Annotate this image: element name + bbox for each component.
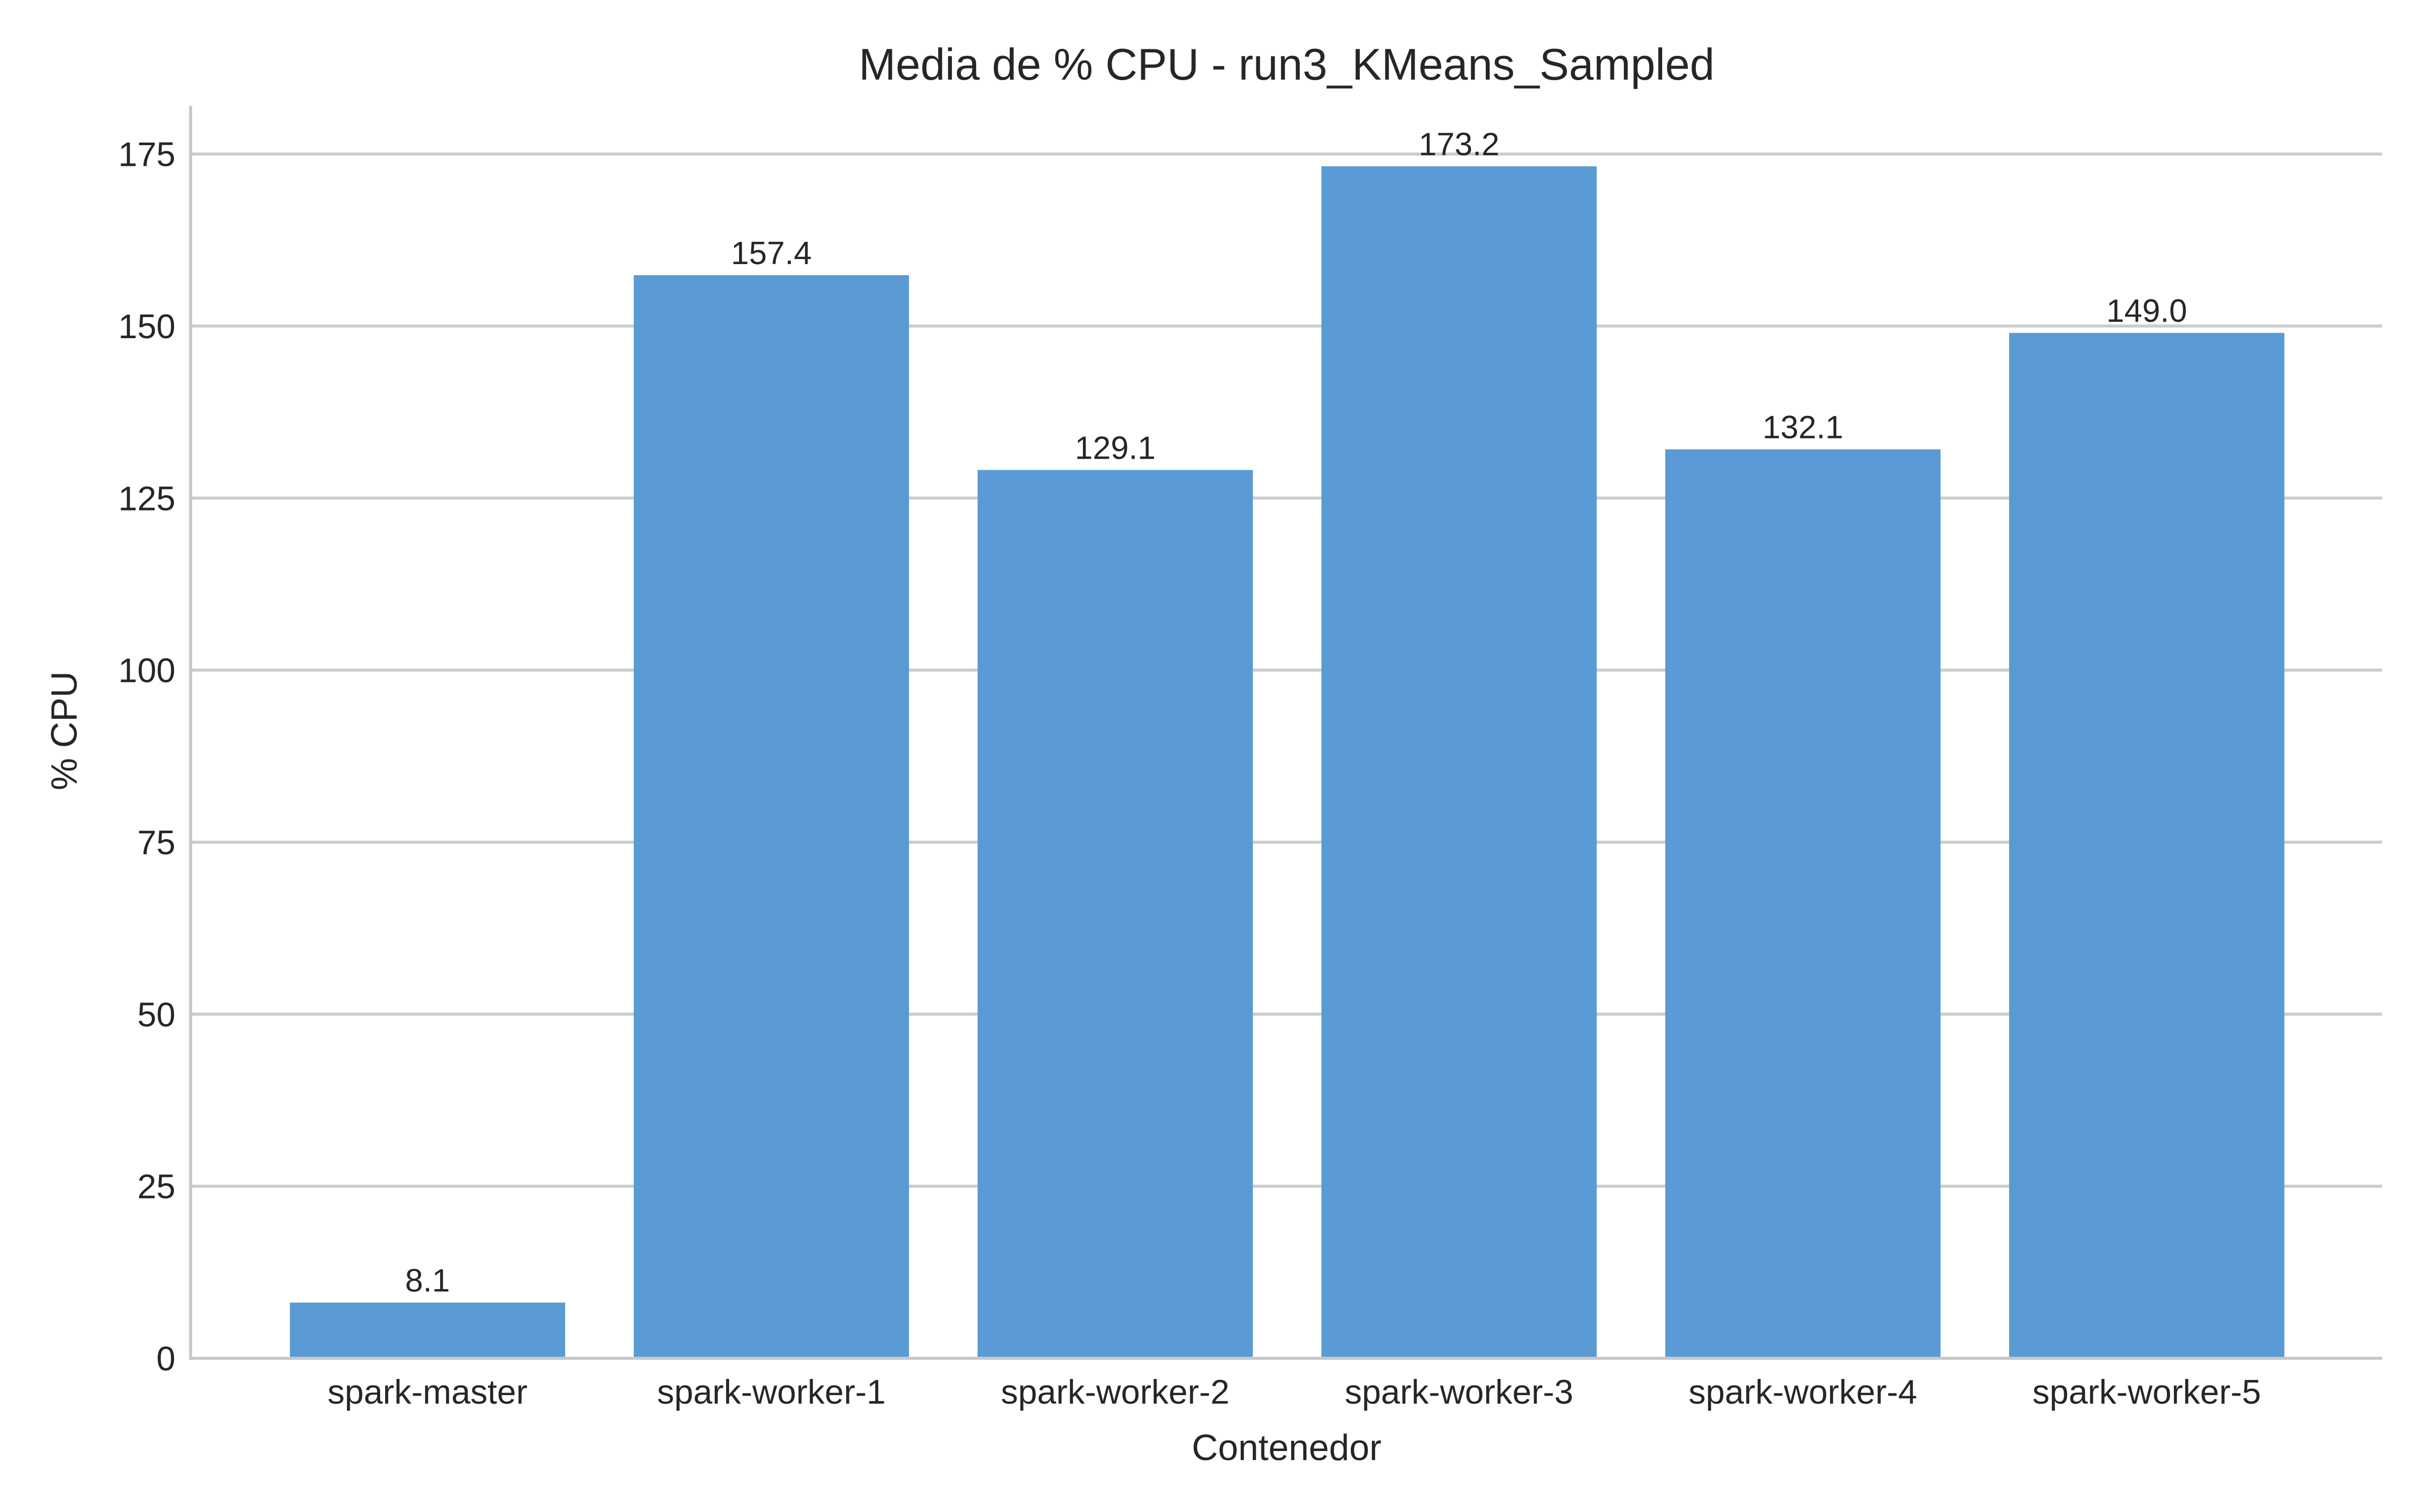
gridlines xyxy=(191,152,2382,1188)
bars xyxy=(290,166,2284,1359)
chart-title: Media de % CPU - run3_KMeans_Sampled xyxy=(859,39,1714,89)
x-tick-label: spark-worker-3 xyxy=(1345,1373,1573,1411)
y-tick-labels: 0 25 50 75 100 125 150 175 xyxy=(118,136,175,1378)
x-axis-label: Contenedor xyxy=(1192,1428,1381,1468)
y-tick-label: 25 xyxy=(137,1168,175,1206)
bar-spark-worker-3 xyxy=(1321,166,1597,1359)
y-tick-label: 100 xyxy=(118,652,175,690)
bar-spark-worker-2 xyxy=(978,470,1253,1358)
bar-spark-worker-1 xyxy=(634,275,909,1358)
data-label: 157.4 xyxy=(731,235,812,271)
data-label: 149.0 xyxy=(2106,293,2187,329)
bar-spark-worker-5 xyxy=(2009,333,2284,1358)
axis-spines xyxy=(189,106,2382,1360)
x-tick-labels: spark-master spark-worker-1 spark-worker-2… xyxy=(328,1373,2261,1411)
bar-spark-worker-4 xyxy=(1665,449,1941,1358)
y-tick-label: 75 xyxy=(137,824,175,862)
data-label: 132.1 xyxy=(1763,409,1843,445)
y-tick-label: 50 xyxy=(137,995,175,1034)
data-labels: 8.1 157.4 129.1 173.2 132.1 149.0 xyxy=(405,126,2188,1298)
x-tick-label: spark-worker-5 xyxy=(2032,1373,2261,1411)
x-tick-label: spark-worker-2 xyxy=(1001,1373,1229,1411)
y-tick-label: 150 xyxy=(118,307,175,346)
x-tick-label: spark-worker-4 xyxy=(1688,1373,1917,1411)
data-label: 129.1 xyxy=(1075,429,1156,466)
bar-spark-master xyxy=(290,1302,565,1358)
y-axis-label: % CPU xyxy=(44,671,85,790)
y-tick-label: 125 xyxy=(118,479,175,518)
x-tick-label: spark-worker-1 xyxy=(657,1373,885,1411)
x-tick-label: spark-master xyxy=(328,1373,528,1411)
data-label: 8.1 xyxy=(405,1262,450,1298)
y-tick-label: 0 xyxy=(156,1340,175,1378)
y-tick-label: 175 xyxy=(118,136,175,174)
data-label: 173.2 xyxy=(1419,126,1499,162)
